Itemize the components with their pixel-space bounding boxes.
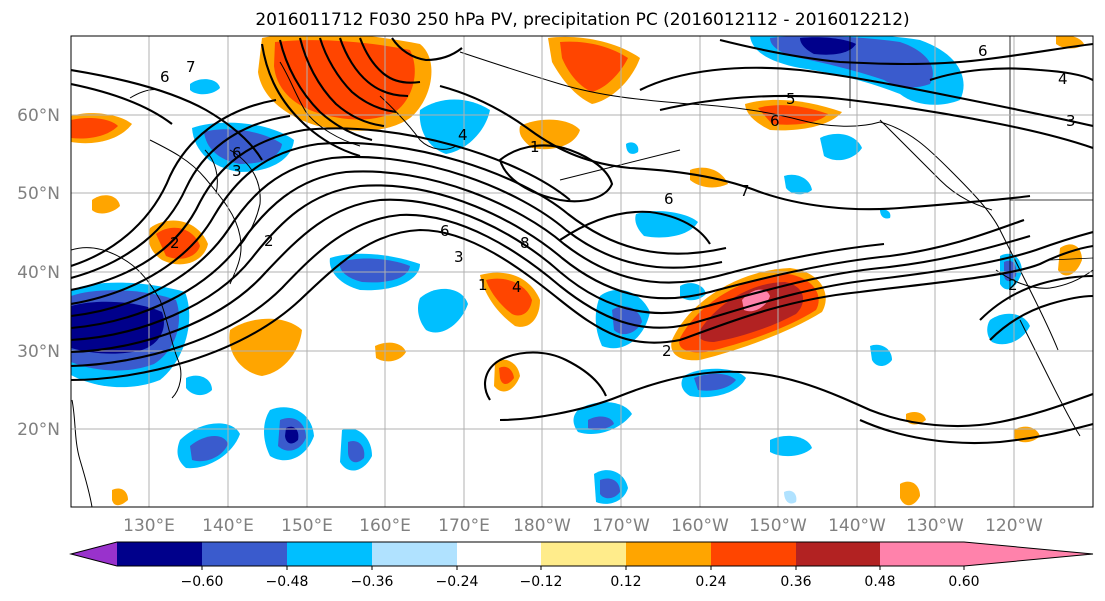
latitude-labels: 60°N 50°N 40°N 30°N 20°N bbox=[17, 106, 60, 440]
colorbar-tick-label: −0.48 bbox=[266, 574, 309, 590]
graticule bbox=[71, 36, 1093, 507]
lat-label: 50°N bbox=[17, 184, 60, 204]
lon-label: 130°W bbox=[906, 516, 964, 536]
colorbar-tick-label: 0.60 bbox=[948, 574, 979, 590]
colorbar-tick-label: −0.60 bbox=[181, 574, 224, 590]
lon-label: 140°W bbox=[828, 516, 886, 536]
lat-label: 20°N bbox=[17, 420, 60, 440]
contour-label: 4 bbox=[512, 278, 522, 296]
contour-label: 1 bbox=[478, 276, 488, 294]
colorbar-tick-label: 0.24 bbox=[695, 574, 726, 590]
map-title: 2016011712 F030 250 hPa PV, precipitatio… bbox=[255, 10, 910, 30]
contour-label: 5 bbox=[786, 90, 796, 108]
lon-label: 170°W bbox=[592, 516, 650, 536]
border-lines bbox=[849, 36, 1093, 300]
colorbar-swatch bbox=[117, 542, 202, 566]
lon-label: 140°E bbox=[202, 516, 254, 536]
contour-label: 4 bbox=[1058, 70, 1068, 88]
colorbar-swatch bbox=[541, 542, 626, 566]
colorbar-outline bbox=[69, 541, 1094, 567]
contour-label: 3 bbox=[454, 248, 464, 266]
contour-label: 1 bbox=[530, 138, 540, 156]
contour-labels: 6 7 6 3 4 1 6 7 5 6 3 4 6 8 6 3 2 4 1 2 … bbox=[160, 42, 1076, 360]
pv-contours bbox=[71, 37, 1093, 445]
contour-label: 2 bbox=[662, 342, 672, 360]
lon-label: 160°W bbox=[671, 516, 729, 536]
lon-label: 150°E bbox=[281, 516, 333, 536]
colorbar-swatch bbox=[202, 542, 287, 566]
longitude-labels: 130°E 140°E 150°E 160°E 170°E 180°W 170°… bbox=[123, 516, 1043, 536]
contour-label: 6 bbox=[978, 42, 988, 60]
colorbar-tick-label: 0.48 bbox=[864, 574, 895, 590]
contour-label: 7 bbox=[186, 58, 196, 76]
colorbar-tick-label: 0.36 bbox=[780, 574, 811, 590]
colorbar-tick-label: −0.12 bbox=[520, 574, 563, 590]
contour-label: 2 bbox=[264, 232, 274, 250]
colorbar-swatch bbox=[372, 542, 457, 566]
contour-label: 6 bbox=[664, 190, 674, 208]
contour-label: 7 bbox=[740, 182, 750, 200]
lon-label: 150°W bbox=[749, 516, 807, 536]
lon-label: 180°W bbox=[513, 516, 571, 536]
map-frame bbox=[70, 35, 1094, 508]
colorbar-swatch bbox=[287, 542, 372, 566]
contour-label: 2 bbox=[170, 234, 180, 252]
colorbar-swatch bbox=[796, 542, 880, 566]
contour-label: 4 bbox=[458, 126, 468, 144]
positive-anomaly-shading bbox=[71, 36, 1084, 506]
lon-label: 170°E bbox=[438, 516, 490, 536]
contour-label: 8 bbox=[520, 234, 530, 252]
contour-label: 6 bbox=[770, 112, 780, 130]
contour-label: 6 bbox=[160, 68, 170, 86]
contour-label: 3 bbox=[1066, 112, 1076, 130]
lat-label: 40°N bbox=[17, 263, 60, 283]
colorbar-right-extension bbox=[964, 542, 1093, 566]
colorbar: −0.60 −0.48 −0.36 −0.24 −0.12 0.12 0.24 … bbox=[69, 541, 1094, 590]
contour-label: 2 bbox=[1008, 276, 1018, 294]
colorbar-tick-label: −0.24 bbox=[436, 574, 479, 590]
colorbar-left-extension bbox=[71, 542, 117, 566]
colorbar-swatch bbox=[880, 542, 964, 566]
contour-label: 3 bbox=[232, 162, 242, 180]
lon-label: 120°W bbox=[985, 516, 1043, 536]
lat-label: 30°N bbox=[17, 342, 60, 362]
colorbar-ticks bbox=[201, 566, 965, 570]
colorbar-swatch bbox=[457, 542, 541, 566]
colorbar-tick-labels: −0.60 −0.48 −0.36 −0.24 −0.12 0.12 0.24 … bbox=[181, 574, 980, 590]
contour-label: 6 bbox=[232, 144, 242, 162]
colorbar-swatch bbox=[626, 542, 711, 566]
contour-label: 6 bbox=[440, 222, 450, 240]
lat-label: 60°N bbox=[17, 106, 60, 126]
colorbar-tick-label: 0.12 bbox=[610, 574, 641, 590]
lon-label: 160°E bbox=[359, 516, 411, 536]
lon-label: 130°E bbox=[123, 516, 175, 536]
colorbar-tick-label: −0.36 bbox=[351, 574, 394, 590]
colorbar-swatch bbox=[711, 542, 796, 566]
